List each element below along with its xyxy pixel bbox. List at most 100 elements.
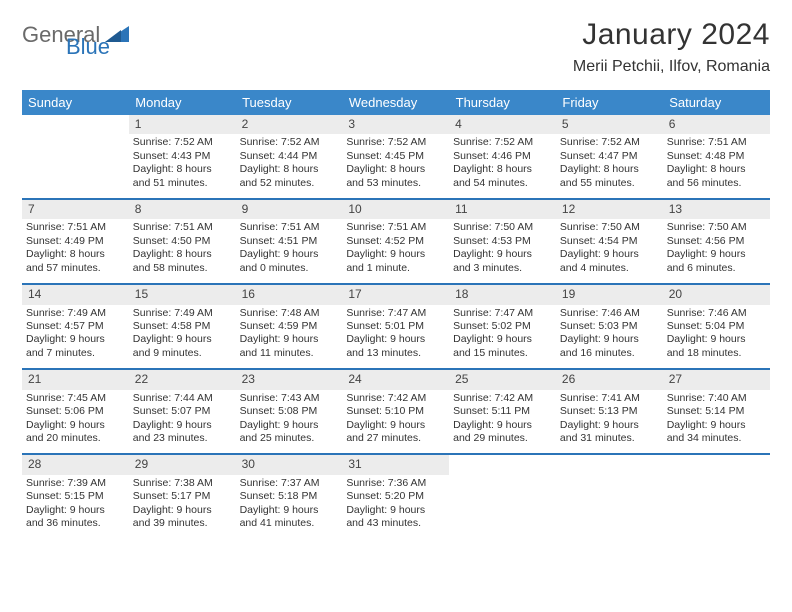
- sunrise-text: Sunrise: 7:43 AM: [240, 392, 339, 405]
- weekday-header-row: SundayMondayTuesdayWednesdayThursdayFrid…: [22, 90, 770, 115]
- sunrise-text: Sunrise: 7:52 AM: [560, 136, 659, 149]
- day-number-row: 14151617181920: [22, 284, 770, 304]
- weekday-header: Wednesday: [342, 90, 449, 115]
- daylight-text-1: Daylight: 9 hours: [346, 333, 445, 346]
- sunset-text: Sunset: 5:02 PM: [453, 320, 552, 333]
- daylight-text-2: and 0 minutes.: [240, 262, 339, 275]
- day-data-cell: Sunrise: 7:52 AMSunset: 4:47 PMDaylight:…: [556, 134, 663, 199]
- day-number-cell: 11: [449, 199, 556, 219]
- daylight-text-1: Daylight: 8 hours: [667, 163, 766, 176]
- day-data-cell: Sunrise: 7:42 AMSunset: 5:10 PMDaylight:…: [342, 390, 449, 455]
- day-data-cell: Sunrise: 7:47 AMSunset: 5:01 PMDaylight:…: [342, 305, 449, 370]
- day-data-cell: Sunrise: 7:37 AMSunset: 5:18 PMDaylight:…: [236, 475, 343, 539]
- day-number-cell: 10: [342, 199, 449, 219]
- sunset-text: Sunset: 5:11 PM: [453, 405, 552, 418]
- daylight-text-2: and 55 minutes.: [560, 177, 659, 190]
- sunset-text: Sunset: 5:20 PM: [346, 490, 445, 503]
- daylight-text-1: Daylight: 9 hours: [133, 333, 232, 346]
- sunset-text: Sunset: 4:46 PM: [453, 150, 552, 163]
- day-data-cell: Sunrise: 7:52 AMSunset: 4:46 PMDaylight:…: [449, 134, 556, 199]
- day-number-cell: 24: [342, 369, 449, 389]
- day-number-cell: 6: [663, 115, 770, 134]
- daylight-text-2: and 53 minutes.: [346, 177, 445, 190]
- daylight-text-2: and 15 minutes.: [453, 347, 552, 360]
- sunset-text: Sunset: 5:18 PM: [240, 490, 339, 503]
- day-number-cell: 20: [663, 284, 770, 304]
- sunrise-text: Sunrise: 7:37 AM: [240, 477, 339, 490]
- sunset-text: Sunset: 5:01 PM: [346, 320, 445, 333]
- daylight-text-2: and 4 minutes.: [560, 262, 659, 275]
- day-number-row: 78910111213: [22, 199, 770, 219]
- sunset-text: Sunset: 5:06 PM: [26, 405, 125, 418]
- day-number-cell: 15: [129, 284, 236, 304]
- daylight-text-1: Daylight: 9 hours: [667, 248, 766, 261]
- sunset-text: Sunset: 4:45 PM: [346, 150, 445, 163]
- sunrise-text: Sunrise: 7:42 AM: [453, 392, 552, 405]
- daylight-text-1: Daylight: 8 hours: [240, 163, 339, 176]
- sunrise-text: Sunrise: 7:46 AM: [667, 307, 766, 320]
- weekday-header: Monday: [129, 90, 236, 115]
- sunset-text: Sunset: 4:44 PM: [240, 150, 339, 163]
- sunrise-text: Sunrise: 7:52 AM: [453, 136, 552, 149]
- day-data-cell: Sunrise: 7:50 AMSunset: 4:54 PMDaylight:…: [556, 219, 663, 284]
- sunrise-text: Sunrise: 7:41 AM: [560, 392, 659, 405]
- day-data-cell: Sunrise: 7:51 AMSunset: 4:49 PMDaylight:…: [22, 219, 129, 284]
- daylight-text-1: Daylight: 8 hours: [346, 163, 445, 176]
- daylight-text-1: Daylight: 8 hours: [133, 163, 232, 176]
- daylight-text-2: and 18 minutes.: [667, 347, 766, 360]
- daylight-text-2: and 54 minutes.: [453, 177, 552, 190]
- daylight-text-2: and 16 minutes.: [560, 347, 659, 360]
- sunrise-text: Sunrise: 7:52 AM: [346, 136, 445, 149]
- day-number-cell: [556, 454, 663, 474]
- daylight-text-1: Daylight: 9 hours: [346, 419, 445, 432]
- daylight-text-2: and 9 minutes.: [133, 347, 232, 360]
- sunset-text: Sunset: 4:52 PM: [346, 235, 445, 248]
- daylight-text-2: and 25 minutes.: [240, 432, 339, 445]
- daylight-text-2: and 1 minute.: [346, 262, 445, 275]
- day-number-cell: 30: [236, 454, 343, 474]
- day-data-cell: Sunrise: 7:43 AMSunset: 5:08 PMDaylight:…: [236, 390, 343, 455]
- day-data-cell: Sunrise: 7:52 AMSunset: 4:45 PMDaylight:…: [342, 134, 449, 199]
- daylight-text-2: and 57 minutes.: [26, 262, 125, 275]
- daylight-text-1: Daylight: 9 hours: [26, 333, 125, 346]
- day-number-cell: 4: [449, 115, 556, 134]
- day-number-row: 123456: [22, 115, 770, 134]
- day-number-row: 28293031: [22, 454, 770, 474]
- sunrise-text: Sunrise: 7:44 AM: [133, 392, 232, 405]
- title-block: January 2024 Merii Petchii, Ilfov, Roman…: [573, 18, 770, 76]
- sunset-text: Sunset: 4:51 PM: [240, 235, 339, 248]
- day-data-cell: Sunrise: 7:39 AMSunset: 5:15 PMDaylight:…: [22, 475, 129, 539]
- day-data-cell: Sunrise: 7:52 AMSunset: 4:44 PMDaylight:…: [236, 134, 343, 199]
- month-title: January 2024: [573, 18, 770, 52]
- day-data-cell: Sunrise: 7:44 AMSunset: 5:07 PMDaylight:…: [129, 390, 236, 455]
- daylight-text-1: Daylight: 8 hours: [453, 163, 552, 176]
- sunset-text: Sunset: 5:17 PM: [133, 490, 232, 503]
- weekday-header: Tuesday: [236, 90, 343, 115]
- daylight-text-1: Daylight: 9 hours: [667, 333, 766, 346]
- day-number-cell: 17: [342, 284, 449, 304]
- sunset-text: Sunset: 5:07 PM: [133, 405, 232, 418]
- day-number-cell: 13: [663, 199, 770, 219]
- day-number-cell: 14: [22, 284, 129, 304]
- daylight-text-1: Daylight: 8 hours: [560, 163, 659, 176]
- day-data-cell: Sunrise: 7:47 AMSunset: 5:02 PMDaylight:…: [449, 305, 556, 370]
- daylight-text-1: Daylight: 9 hours: [453, 419, 552, 432]
- day-number-cell: [663, 454, 770, 474]
- day-data-cell: Sunrise: 7:45 AMSunset: 5:06 PMDaylight:…: [22, 390, 129, 455]
- day-number-row: 21222324252627: [22, 369, 770, 389]
- day-data-row: Sunrise: 7:51 AMSunset: 4:49 PMDaylight:…: [22, 219, 770, 284]
- day-number-cell: 26: [556, 369, 663, 389]
- day-number-cell: 28: [22, 454, 129, 474]
- sunrise-text: Sunrise: 7:39 AM: [26, 477, 125, 490]
- day-number-cell: 27: [663, 369, 770, 389]
- daylight-text-1: Daylight: 9 hours: [560, 248, 659, 261]
- daylight-text-2: and 58 minutes.: [133, 262, 232, 275]
- day-data-cell: Sunrise: 7:46 AMSunset: 5:03 PMDaylight:…: [556, 305, 663, 370]
- daylight-text-2: and 31 minutes.: [560, 432, 659, 445]
- sunset-text: Sunset: 4:56 PM: [667, 235, 766, 248]
- sunrise-text: Sunrise: 7:40 AM: [667, 392, 766, 405]
- sunset-text: Sunset: 4:47 PM: [560, 150, 659, 163]
- sunset-text: Sunset: 5:08 PM: [240, 405, 339, 418]
- sunrise-text: Sunrise: 7:50 AM: [560, 221, 659, 234]
- day-data-cell: Sunrise: 7:49 AMSunset: 4:57 PMDaylight:…: [22, 305, 129, 370]
